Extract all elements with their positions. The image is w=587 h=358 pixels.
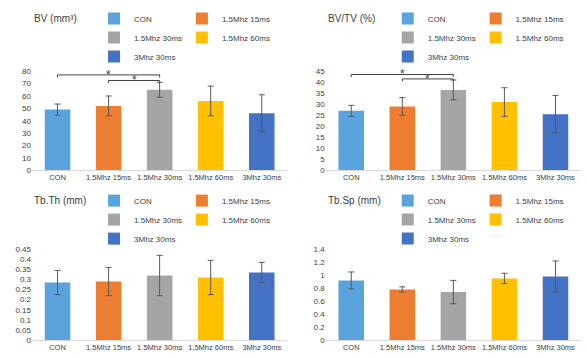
svg-text:1.2: 1.2 [314, 258, 326, 267]
svg-text:40: 40 [22, 117, 31, 126]
svg-text:15: 15 [316, 133, 325, 142]
svg-text:40: 40 [316, 78, 325, 87]
svg-text:10: 10 [316, 144, 325, 153]
svg-text:CON: CON [49, 343, 66, 352]
svg-text:CON: CON [428, 197, 446, 206]
svg-text:45: 45 [316, 67, 325, 76]
svg-text:0: 0 [27, 166, 32, 175]
svg-text:1.5Mhz 60ms: 1.5Mhz 60ms [482, 343, 527, 352]
svg-text:CON: CON [134, 15, 152, 24]
svg-text:CON: CON [343, 343, 360, 352]
svg-text:20: 20 [316, 122, 325, 131]
svg-text:35: 35 [316, 89, 325, 98]
svg-text:1.5Mhz 30ms: 1.5Mhz 30ms [428, 216, 476, 225]
svg-text:1: 1 [320, 271, 325, 280]
svg-text:10: 10 [22, 154, 31, 163]
svg-text:3Mhz 30ms: 3Mhz 30ms [428, 235, 469, 244]
svg-text:0.05: 0.05 [15, 326, 31, 335]
svg-text:1.5Mhz 15ms: 1.5Mhz 15ms [222, 15, 270, 24]
svg-text:0.4: 0.4 [20, 255, 32, 264]
svg-text:25: 25 [316, 111, 325, 120]
svg-text:0.2: 0.2 [20, 295, 32, 304]
svg-text:3Mhz 30ms: 3Mhz 30ms [428, 53, 469, 62]
svg-text:1.5Mhz 60ms: 1.5Mhz 60ms [222, 34, 270, 43]
svg-text:1.5Mhz 30ms: 1.5Mhz 30ms [431, 343, 476, 352]
svg-text:0.25: 0.25 [15, 285, 31, 294]
svg-text:CON: CON [343, 173, 360, 182]
svg-text:CON: CON [428, 15, 446, 24]
svg-text:1.5Mhz 60ms: 1.5Mhz 60ms [188, 343, 233, 352]
svg-text:0: 0 [27, 336, 32, 345]
svg-text:*: * [425, 72, 430, 86]
svg-text:3Mhz 30ms: 3Mhz 30ms [242, 343, 281, 352]
svg-text:0.8: 0.8 [314, 284, 326, 293]
svg-text:0.1: 0.1 [20, 316, 32, 325]
svg-text:3Mhz 30ms: 3Mhz 30ms [536, 173, 575, 182]
svg-text:0: 0 [320, 336, 325, 345]
svg-text:BV/TV (%): BV/TV (%) [328, 13, 375, 24]
svg-text:1.5Mhz 60ms: 1.5Mhz 60ms [516, 34, 564, 43]
svg-text:0.35: 0.35 [15, 265, 31, 274]
svg-text:1.5Mhz 60ms: 1.5Mhz 60ms [222, 216, 270, 225]
svg-text:1.5Mhz 30ms: 1.5Mhz 30ms [431, 173, 476, 182]
svg-text:1.5Mhz 30ms: 1.5Mhz 30ms [134, 216, 182, 225]
svg-text:30: 30 [316, 100, 325, 109]
svg-text:1.5Mhz 30ms: 1.5Mhz 30ms [428, 34, 476, 43]
svg-text:1.5Mhz 15ms: 1.5Mhz 15ms [380, 173, 425, 182]
svg-text:0.4: 0.4 [314, 310, 326, 319]
svg-text:5: 5 [320, 155, 325, 164]
svg-text:0.45: 0.45 [15, 245, 31, 254]
svg-text:1.5Mhz 15ms: 1.5Mhz 15ms [380, 343, 425, 352]
svg-text:0.6: 0.6 [314, 297, 326, 306]
svg-text:0.2: 0.2 [314, 323, 326, 332]
svg-text:60: 60 [22, 92, 31, 101]
svg-text:1.5Mhz 60ms: 1.5Mhz 60ms [516, 216, 564, 225]
svg-text:1.5Mhz 60ms: 1.5Mhz 60ms [482, 173, 527, 182]
svg-text:3Mhz 30ms: 3Mhz 30ms [134, 235, 175, 244]
svg-text:80: 80 [22, 67, 31, 76]
svg-text:3Mhz 30ms: 3Mhz 30ms [134, 53, 175, 62]
svg-text:Tb.Sp (mm): Tb.Sp (mm) [328, 195, 381, 206]
svg-text:1.5Mhz 15ms: 1.5Mhz 15ms [516, 15, 564, 24]
svg-text:1.5Mhz 30ms: 1.5Mhz 30ms [137, 173, 182, 182]
svg-text:*: * [132, 73, 137, 87]
svg-text:1.5Mhz 15ms: 1.5Mhz 15ms [86, 173, 131, 182]
svg-text:50: 50 [22, 104, 31, 113]
svg-text:1.5Mhz 15ms: 1.5Mhz 15ms [86, 343, 131, 352]
svg-text:20: 20 [22, 141, 31, 150]
svg-text:1.5Mhz 60ms: 1.5Mhz 60ms [188, 173, 233, 182]
svg-text:30: 30 [22, 129, 31, 138]
svg-text:1.5Mhz 30ms: 1.5Mhz 30ms [137, 343, 182, 352]
svg-text:BV (mm³): BV (mm³) [34, 13, 77, 24]
svg-text:3Mhz 30ms: 3Mhz 30ms [536, 343, 575, 352]
svg-text:0.15: 0.15 [15, 306, 31, 315]
svg-text:0.3: 0.3 [20, 275, 32, 284]
svg-text:70: 70 [22, 79, 31, 88]
svg-text:1.5Mhz 15ms: 1.5Mhz 15ms [222, 197, 270, 206]
svg-text:*: * [400, 67, 405, 81]
svg-text:1.4: 1.4 [314, 245, 326, 254]
svg-text:*: * [106, 68, 111, 82]
svg-text:Tb.Th (mm): Tb.Th (mm) [34, 195, 86, 206]
svg-text:3Mhz 30ms: 3Mhz 30ms [242, 173, 281, 182]
svg-text:1.5Mhz 15ms: 1.5Mhz 15ms [516, 197, 564, 206]
svg-text:CON: CON [134, 197, 152, 206]
svg-text:0: 0 [320, 166, 325, 175]
svg-text:1.5Mhz 30ms: 1.5Mhz 30ms [134, 34, 182, 43]
svg-text:CON: CON [49, 173, 66, 182]
